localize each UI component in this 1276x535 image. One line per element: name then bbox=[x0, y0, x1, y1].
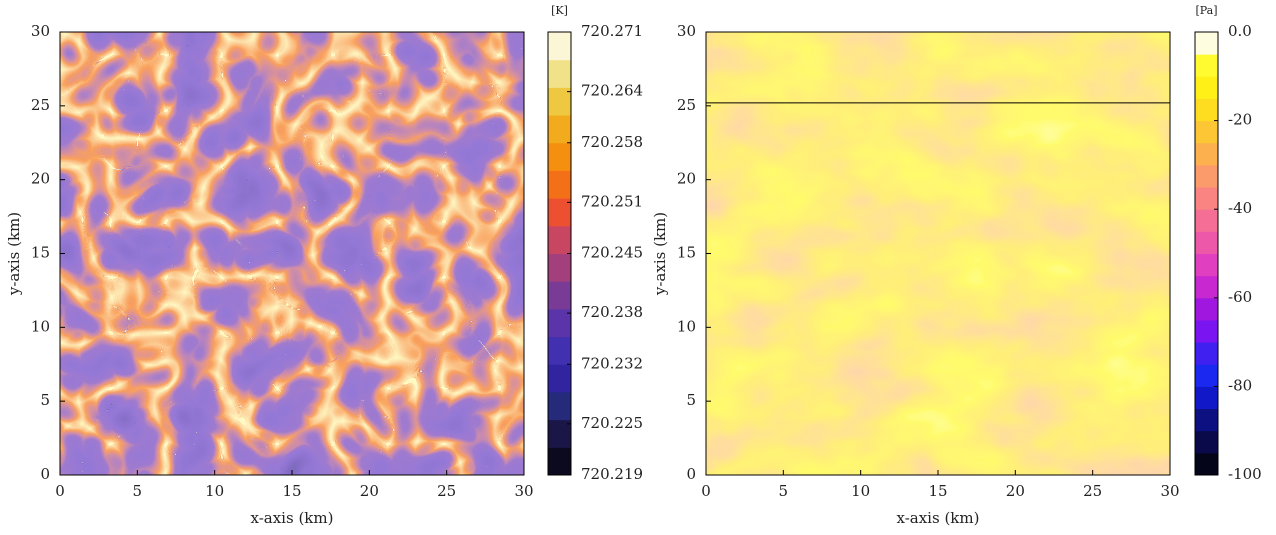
colorbar-tick-label: 720.232 bbox=[581, 354, 643, 372]
colorbar-tick-label: -100 bbox=[1228, 465, 1262, 483]
x-tick-label: 20 bbox=[1006, 482, 1025, 500]
y-tick-label: 0 bbox=[40, 465, 50, 483]
y-tick-label: 5 bbox=[40, 391, 50, 409]
colorbar-band bbox=[1195, 319, 1218, 343]
colorbar-tick-label: -20 bbox=[1228, 111, 1252, 129]
colorbar-tick-label: 720.258 bbox=[581, 133, 643, 151]
colorbar-tick-label: 0.0 bbox=[1228, 22, 1252, 40]
colorbar-band bbox=[1195, 98, 1218, 122]
x-tick-label: 15 bbox=[282, 482, 301, 500]
y-tick-label: 0 bbox=[686, 465, 696, 483]
x-tick-label: 5 bbox=[133, 482, 143, 500]
colorbar-band bbox=[1195, 54, 1218, 77]
colorbar-band bbox=[1195, 187, 1218, 210]
colorbar-band bbox=[1195, 364, 1218, 387]
colorbar-band bbox=[1195, 297, 1218, 321]
colorbar-tick-label: 720.219 bbox=[581, 465, 643, 483]
colorbar-band bbox=[548, 336, 571, 365]
colorbar-tick-label: -80 bbox=[1228, 376, 1252, 394]
x-tick-label: 25 bbox=[437, 482, 456, 500]
colorbar-band bbox=[548, 308, 571, 338]
x-tick-label: 30 bbox=[514, 482, 533, 500]
colorbar-band bbox=[548, 87, 571, 116]
x-tick-label: 0 bbox=[55, 482, 65, 500]
x-tick-label: 10 bbox=[851, 482, 870, 500]
colorbar-tick-label: -60 bbox=[1228, 288, 1252, 306]
colorbar-band bbox=[1195, 76, 1218, 99]
x-tick-label: 0 bbox=[701, 482, 711, 500]
colorbar-band bbox=[548, 59, 571, 88]
colorbar-band bbox=[1195, 408, 1218, 432]
y-tick-label: 15 bbox=[31, 244, 50, 262]
y-tick-label: 20 bbox=[677, 170, 696, 188]
colorbar-band bbox=[548, 198, 571, 227]
y-axis-label: y-axis (km) bbox=[651, 212, 669, 296]
colorbar-band bbox=[548, 391, 571, 421]
colorbar-band bbox=[1195, 253, 1218, 277]
colorbar-band bbox=[548, 32, 571, 61]
y-tick-label: 5 bbox=[686, 391, 696, 409]
colorbar-label: [Pa] bbox=[1195, 4, 1217, 17]
y-axis-label: y-axis (km) bbox=[5, 212, 23, 296]
colorbar-band bbox=[1195, 430, 1218, 454]
colorbar-band bbox=[548, 170, 571, 199]
colorbar-tick-label: 720.225 bbox=[581, 414, 643, 432]
heatmap-field bbox=[60, 32, 524, 475]
x-tick-label: 5 bbox=[779, 482, 789, 500]
colorbar-tick-label: 720.251 bbox=[581, 192, 643, 210]
colorbar-band bbox=[548, 142, 571, 171]
colorbar-band bbox=[1195, 209, 1218, 232]
x-tick-label: 15 bbox=[928, 482, 947, 500]
y-tick-label: 30 bbox=[677, 22, 696, 40]
colorbar-tick-label: 720.245 bbox=[581, 244, 643, 262]
colorbar-band bbox=[548, 225, 571, 254]
colorbar-band bbox=[1195, 32, 1218, 55]
colorbar-band bbox=[548, 281, 571, 310]
colorbar-band bbox=[1195, 142, 1218, 166]
colorbar-band bbox=[548, 447, 571, 476]
colorbar-band bbox=[1195, 452, 1218, 476]
colorbar-band bbox=[1195, 120, 1218, 144]
colorbar-band bbox=[548, 419, 571, 448]
y-tick-label: 20 bbox=[31, 170, 50, 188]
colorbar-label: [K] bbox=[551, 4, 568, 17]
colorbar-band bbox=[1195, 231, 1218, 254]
colorbar-band bbox=[1195, 164, 1218, 188]
y-tick-label: 25 bbox=[677, 96, 696, 114]
colorbar-tick-label: -40 bbox=[1228, 199, 1252, 217]
x-tick-label: 10 bbox=[205, 482, 224, 500]
colorbar-band bbox=[1195, 342, 1218, 365]
x-tick-label: 20 bbox=[360, 482, 379, 500]
colorbar-frame bbox=[1194, 31, 1219, 476]
y-tick-label: 25 bbox=[31, 96, 50, 114]
colorbar-band bbox=[548, 115, 571, 144]
x-axis-label: x-axis (km) bbox=[251, 509, 334, 527]
colorbar-band bbox=[548, 364, 571, 393]
colorbar-band bbox=[1195, 275, 1218, 299]
colorbar-band bbox=[548, 253, 571, 282]
colorbar-tick-label: 720.271 bbox=[581, 22, 643, 40]
y-tick-label: 15 bbox=[677, 244, 696, 262]
colorbar-band bbox=[1195, 386, 1218, 410]
y-tick-label: 30 bbox=[31, 22, 50, 40]
colorbar-tick-label: 720.264 bbox=[581, 82, 643, 100]
y-tick-label: 10 bbox=[31, 317, 50, 335]
colorbar-tick-label: 720.238 bbox=[581, 303, 643, 321]
heatmap-field bbox=[706, 32, 1170, 475]
y-tick-label: 10 bbox=[677, 317, 696, 335]
x-tick-label: 30 bbox=[1160, 482, 1179, 500]
x-tick-label: 25 bbox=[1083, 482, 1102, 500]
x-axis-label: x-axis (km) bbox=[897, 509, 980, 527]
